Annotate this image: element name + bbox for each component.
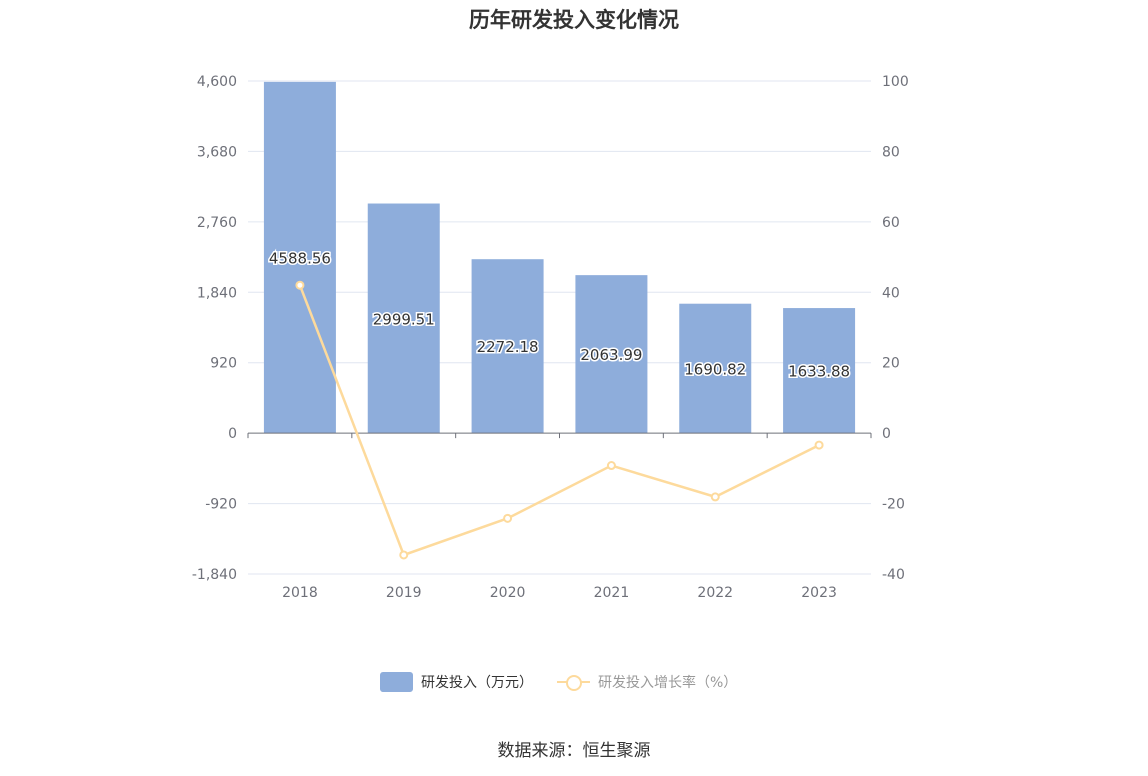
growth-rate-point [814,440,824,450]
bar [679,303,752,434]
x-axis-tick-label: 2018 [282,585,318,601]
legend-bar-swatch [380,672,413,692]
right-axis-tick-label: -20 [882,497,905,513]
left-axis-tick-label: -1,840 [192,567,237,583]
left-axis-tick-label: 0 [228,426,237,442]
growth-rate-point [606,461,616,471]
left-axis-tick-label: 3,680 [197,144,237,160]
right-axis-tick-label: -40 [882,567,905,583]
x-axis-tick-label: 2021 [594,585,630,601]
right-axis-tick-label: 60 [882,215,900,231]
growth-rate-point [399,550,409,560]
right-axis-tick-label: 0 [882,426,891,442]
legend-label-rd-investment: 研发投入（万元） [421,675,533,691]
bar-data-label: 2272.18 [477,338,539,356]
left-axis-tick-label: 4,600 [197,74,237,90]
left-axis-tick-label: 2,760 [197,215,237,231]
legend-item-rd-investment[interactable]: 研发投入（万元） [380,672,533,692]
bar [575,275,648,434]
right-axis-tick-label: 40 [882,285,900,301]
left-axis-tick-label: 1,840 [197,285,237,301]
bar-data-label: 1633.88 [788,363,850,381]
bar-data-label: 1690.82 [684,360,746,378]
x-axis-tick-label: 2022 [697,585,733,601]
bar [263,81,336,434]
growth-rate-point [503,513,513,523]
bar [471,259,544,434]
chart-area: 4,600 3,680 2,760 1,840 920 0 -920 -1,840 100 80 6… [192,74,909,601]
legend-item-growth-rate[interactable]: 研发投入增长率（%） [557,672,737,692]
right-axis-tick-label: 100 [882,74,909,90]
right-axis-tick-label: 20 [882,356,900,372]
x-axis-tick-label: 2023 [801,585,837,601]
growth-rate-line [298,284,820,557]
x-axis-tick-label: 2019 [386,585,422,601]
growth-rate-point [710,492,720,502]
left-axis-tick-label: -920 [205,497,237,513]
bar [783,308,856,434]
legend-label-growth-rate: 研发投入增长率（%） [598,675,738,691]
bar [367,203,440,434]
bar-data-label: 2063.99 [580,346,642,364]
growth-rate-point [295,280,305,290]
chart-legend: 研发投入（万元） 研发投入增长率（%） [380,672,761,692]
bar-data-label: 4588.56 [269,250,331,268]
bar-data-label: 2999.51 [373,310,435,328]
x-axis-tick-label: 2020 [490,585,526,601]
right-axis-tick-label: 80 [882,144,900,160]
chart-title: 历年研发投入变化情况 [469,8,679,32]
left-axis-tick-label: 920 [210,356,237,372]
legend-line-swatch [557,672,590,692]
data-source: 数据来源：恒生聚源 [497,741,651,761]
